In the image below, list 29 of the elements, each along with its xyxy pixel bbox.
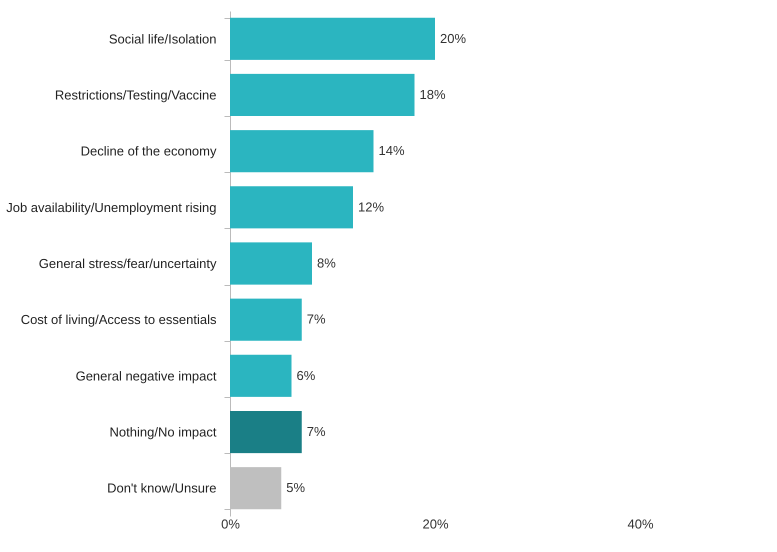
data-label: 12%	[358, 199, 384, 214]
bar	[230, 242, 312, 285]
y-tick-label: Decline of the economy	[80, 144, 217, 159]
data-label: 8%	[317, 256, 336, 270]
bar	[230, 186, 353, 228]
data-label: 5%	[286, 480, 306, 496]
x-tick-label: 0%	[221, 516, 240, 532]
y-tick-label: Nothing/No impact	[110, 424, 217, 440]
bar	[230, 130, 374, 172]
y-tick-label: Job availability/Unemployment rising	[6, 200, 216, 215]
data-label: 18%	[420, 86, 446, 102]
y-tick-label: Don't know/Unsure	[107, 480, 216, 496]
data-label: 7%	[306, 312, 326, 327]
x-tick-label: 40%	[627, 516, 654, 532]
x-tick-label: 20%	[422, 516, 449, 532]
bar	[230, 74, 414, 116]
data-label: 20%	[440, 30, 466, 46]
bar	[230, 354, 292, 397]
y-tick-label: General stress/fear/uncertainty	[38, 256, 217, 271]
bar	[230, 298, 302, 341]
data-label: 14%	[378, 143, 405, 158]
data-label: 7%	[306, 424, 326, 440]
bar	[230, 410, 302, 454]
bar	[230, 18, 435, 60]
y-tick-label: Social life/Isolation	[108, 31, 216, 46]
data-label: 6%	[296, 368, 316, 383]
y-tick-label: Cost of living/Access to essentials	[20, 312, 217, 328]
y-tick-label: Restrictions/Testing/Vaccine	[54, 87, 216, 102]
y-tick-label: General negative impact	[76, 368, 217, 384]
